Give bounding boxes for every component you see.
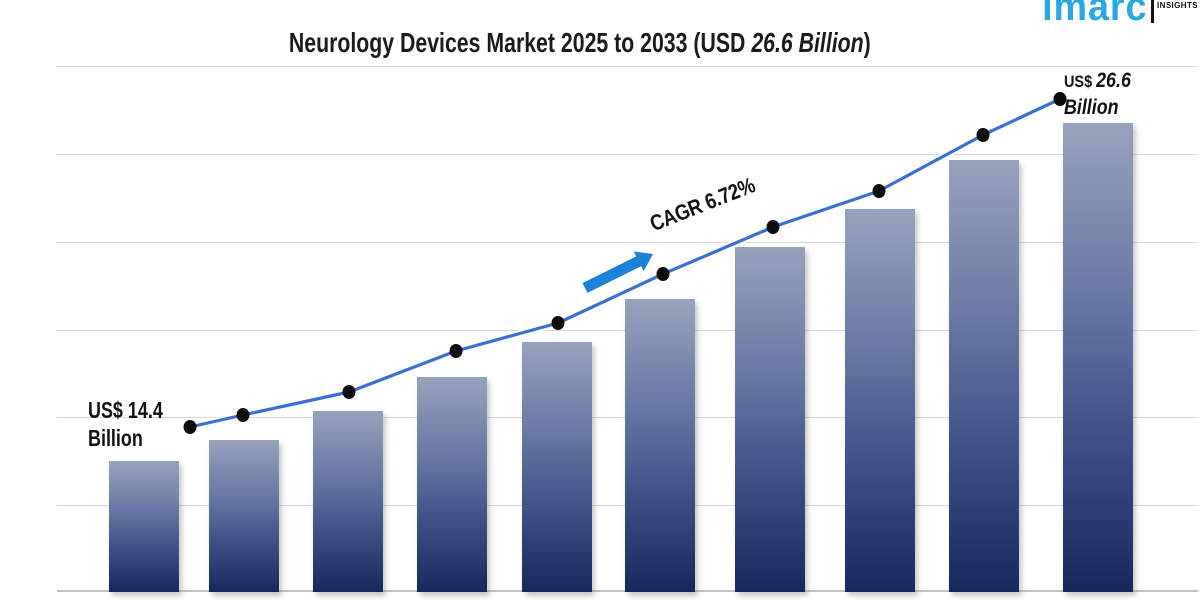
end-value-prefix: US$ (1064, 72, 1097, 91)
line-point (656, 267, 670, 281)
data-points (183, 92, 1067, 434)
line-point (1053, 92, 1067, 106)
market-size-bar (109, 461, 179, 592)
start-value-line1: US$ 14.4 (88, 397, 163, 423)
line-point (872, 184, 886, 198)
market-size-bar (735, 247, 805, 592)
chart-title-pre: Neurology Devices Market 2025 to 2033 (U… (289, 27, 752, 58)
market-size-bar (1063, 123, 1133, 592)
imarc-logo: imarc INSIGHTS (1033, 0, 1198, 30)
line-point (551, 316, 565, 330)
market-size-bar (949, 160, 1019, 592)
market-size-bar (522, 342, 592, 592)
imarc-logo-wordmark: imarc (1041, 0, 1148, 29)
end-value-line2: Billion (1064, 96, 1119, 119)
chart-title: Neurology Devices Market 2025 to 2033 (U… (289, 27, 871, 59)
line-point (766, 220, 780, 234)
gridline (57, 242, 1198, 243)
line-point (342, 385, 356, 399)
start-value-label: US$ 14.4 Billion (88, 396, 163, 452)
end-value-label: US$ 26.6 Billion (1064, 68, 1131, 121)
logo-divider (1151, 0, 1155, 23)
line-point (976, 128, 990, 142)
market-size-bar (209, 440, 279, 592)
market-size-bar (845, 209, 915, 592)
gridline (57, 66, 1198, 67)
market-size-bar (625, 299, 695, 592)
line-point (236, 408, 250, 422)
line-point (183, 420, 197, 434)
end-value-line1: US$ 26.6 (1064, 68, 1131, 95)
market-size-bar (417, 377, 487, 592)
trend-line (188, 97, 1062, 429)
chart-title-value: 26.6 Billion (751, 27, 864, 58)
start-value-line2: Billion (88, 425, 143, 451)
chart-header: Neurology Devices Market 2025 to 2033 (U… (0, 27, 1160, 59)
gridline (57, 154, 1198, 155)
imarc-logo-insights-text: INSIGHTS (1157, 1, 1198, 10)
line-point (449, 344, 463, 358)
end-value-number: 26.6 (1096, 69, 1131, 92)
market-size-bar (313, 411, 383, 592)
chart-title-post: ) (863, 27, 871, 58)
growth-arrow-icon (582, 251, 653, 293)
